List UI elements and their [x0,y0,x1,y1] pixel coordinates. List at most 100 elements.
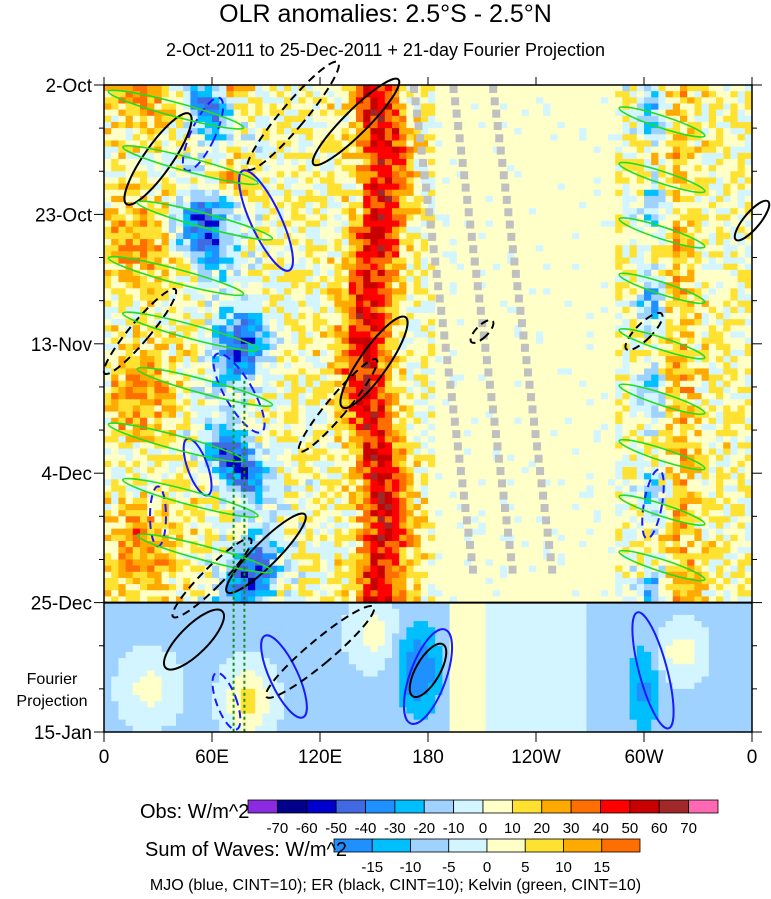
heatmap-cell [248,189,256,197]
heatmap-cell [456,368,465,376]
heatmap-cell [708,165,717,172]
heatmap-cell [377,417,386,425]
heatmap-cell [600,374,609,382]
heatmap-cell [744,386,753,394]
heatmap-cell [478,282,487,289]
heatmap-cell [464,91,472,98]
heatmap-cell [190,134,199,141]
heatmap-cell [406,189,415,197]
heatmap-cell [284,226,292,234]
heatmap-cell [672,171,681,178]
heatmap-cell [737,239,746,246]
heatmap-cell [500,177,508,185]
heatmap-cell [528,306,537,314]
heatmap-cell [658,393,667,400]
heatmap-cell [680,294,688,302]
heatmap-cell [536,337,544,345]
heatmap-cell [348,331,357,339]
heatmap-cell [514,300,523,308]
heatmap-cell [305,343,314,351]
heatmap-cell [248,158,256,166]
heatmap-cell [550,220,559,228]
heatmap-cell [204,386,213,394]
heatmap-cell [298,177,307,185]
heatmap-cell [478,220,487,228]
heatmap-cell [608,121,616,129]
heatmap-cell [132,140,141,148]
heatmap-cell [435,152,443,160]
heatmap-cell [550,325,559,332]
heatmap-cell [348,239,357,246]
heatmap-cell [204,349,213,357]
heatmap-cell [320,356,328,363]
heatmap-cell [708,208,717,215]
heatmap-cell [716,91,724,98]
heatmap-cell [428,103,436,111]
heatmap-cell [608,189,616,197]
heatmap-cell [492,103,501,111]
heatmap-cell [557,374,566,382]
heatmap-cell [219,374,227,382]
heatmap-cell [665,374,674,382]
heatmap-cell [543,177,551,185]
heatmap-cell [478,195,487,203]
heatmap-cell [348,214,357,222]
heatmap-cell [615,257,623,265]
heatmap-cell [111,417,119,425]
heatmap-cell [593,128,602,135]
heatmap-cell [622,349,631,357]
heatmap-cell [687,300,695,308]
heatmap-cell [428,202,436,209]
heatmap-cell [248,312,256,320]
heatmap-cell [262,232,271,240]
heatmap-cell [464,343,472,351]
heatmap-cell [255,405,263,413]
heatmap-cell [334,269,343,277]
heatmap-cell [111,399,119,406]
heatmap-cell [219,195,227,203]
heatmap-cell [111,115,119,123]
heatmap-cell [190,158,199,166]
heatmap-cell [557,165,566,172]
heatmap-cell [608,386,616,394]
heatmap-cell [550,411,559,419]
heatmap-cell [536,288,544,296]
heatmap-cell [176,177,184,185]
heatmap-cell [111,405,119,413]
heatmap-cell [197,251,206,259]
heatmap-cell [528,331,537,339]
heatmap-cell [680,417,688,425]
heatmap-cell [507,140,515,148]
heatmap-cell [341,417,350,425]
heatmap-cell [168,208,177,215]
heatmap-cell [356,251,364,259]
heatmap-cell [492,251,501,259]
heatmap-cell [744,97,753,104]
heatmap-cell [363,393,371,400]
heatmap-cell [320,337,328,345]
heatmap-cell [680,362,688,369]
heatmap-cell [572,146,580,154]
heatmap-cell [392,226,400,234]
heatmap-cell [233,306,242,314]
heatmap-cell [262,189,271,197]
heatmap-cell [723,171,731,178]
heatmap-cell [111,134,119,141]
heatmap-cell [219,115,227,123]
heatmap-cell [348,417,357,425]
heatmap-cell [161,417,170,425]
heatmap-cell [348,97,357,104]
heatmap-cell [492,177,501,185]
heatmap-cell [622,232,631,240]
heatmap-cell [197,331,206,339]
heatmap-cell [586,282,595,289]
heatmap-cell [694,257,703,265]
heatmap-cell [356,220,364,228]
heatmap-cell [507,282,515,289]
heatmap-cell [536,417,544,425]
heatmap-cell [312,393,321,400]
heatmap-cell [687,282,695,289]
heatmap-cell [716,109,724,117]
heatmap-cell [442,171,451,178]
heatmap-cell [536,319,544,326]
